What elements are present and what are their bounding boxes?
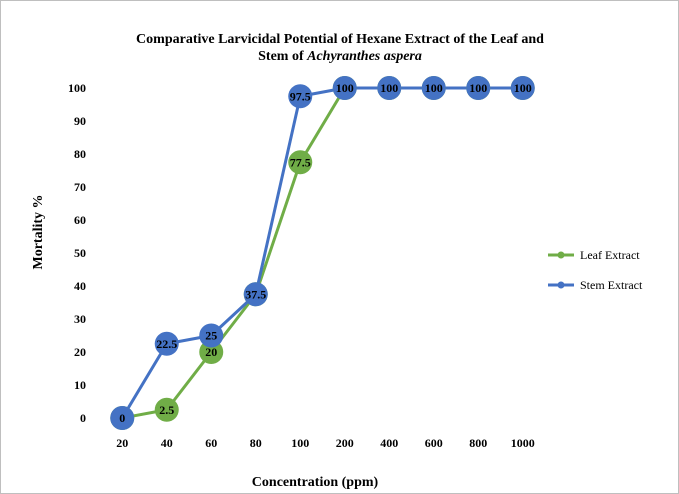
data-point-s1	[199, 323, 224, 348]
x-tick-label: 60	[205, 436, 217, 450]
data-point-s0	[199, 340, 224, 364]
data-point-s1	[332, 76, 357, 100]
x-tick-label: 600	[425, 436, 443, 450]
y-tick-label: 30	[74, 312, 86, 326]
series-line-0	[121, 86, 523, 420]
series-line-1	[120, 86, 523, 419]
x-axis-ticks: 20 40 60 80 100 200 400 600 800 1000	[116, 436, 535, 450]
data-label-s0: 2.5	[159, 403, 174, 417]
data-label-s1: 25	[205, 329, 217, 343]
data-label-s1: 100	[425, 81, 443, 95]
y-tick-label: 100	[68, 81, 86, 95]
data-point-s0	[288, 150, 313, 175]
chart-title-line2-prefix: Stem of	[258, 49, 307, 64]
x-tick-label: 80	[250, 436, 262, 450]
legend-label-0: Leaf Extract	[580, 248, 640, 262]
data-point-s1	[154, 331, 179, 356]
data-point-s1	[288, 84, 313, 109]
x-tick-label: 400	[380, 436, 398, 450]
series-lines	[120, 86, 523, 420]
y-tick-label: 40	[74, 279, 86, 293]
data-label-s0: 77.5	[290, 155, 311, 169]
data-label-s1: 100	[514, 81, 532, 95]
legend-marker-0	[557, 251, 565, 259]
data-label-s1: 100	[380, 81, 398, 95]
y-axis-label: Mortality %	[31, 194, 46, 269]
y-tick-label: 0	[80, 411, 86, 425]
y-tick-label: 50	[74, 246, 86, 260]
x-tick-label: 800	[469, 436, 487, 450]
data-point-s1	[110, 406, 135, 430]
legend-marker-1	[557, 281, 565, 289]
x-tick-label: 200	[336, 436, 354, 450]
series-points: 02.52037.577.5100100100100100022.52537.5…	[110, 76, 535, 430]
chart-title-line2: Stem of Achyranthes aspera	[258, 49, 422, 64]
data-label-s1: 100	[469, 81, 487, 95]
x-tick-label: 1000	[511, 436, 535, 450]
y-tick-label: 80	[74, 147, 86, 161]
data-label-s1: 0	[119, 411, 125, 425]
data-point-s1	[421, 76, 446, 100]
x-axis-label: Concentration (ppm)	[252, 475, 379, 490]
y-axis-ticks: 0 10 20 30 40 50 60 70 80 90 100	[68, 81, 86, 425]
x-tick-label: 100	[291, 436, 309, 450]
data-point-s1	[466, 76, 491, 100]
data-point-s1	[510, 76, 535, 100]
x-tick-label: 40	[161, 436, 173, 450]
data-label-s1: 37.5	[245, 287, 266, 301]
legend-label-1: Stem Extract	[580, 278, 643, 292]
y-tick-label: 20	[74, 345, 86, 359]
data-point-s1	[243, 282, 268, 307]
data-point-s1	[377, 76, 402, 100]
legend: Leaf Extract Stem Extract	[548, 248, 643, 292]
data-label-s1: 100	[336, 81, 354, 95]
data-point-s0	[154, 397, 179, 422]
chart-title-line1: Comparative Larvicidal Potential of Hexa…	[136, 32, 544, 47]
y-tick-label: 60	[74, 213, 86, 227]
chart-title-species: Achyranthes aspera	[306, 49, 422, 64]
data-label-s1: 22.5	[156, 337, 177, 351]
y-tick-label: 90	[74, 114, 86, 128]
x-tick-label: 20	[116, 436, 128, 450]
y-tick-label: 70	[74, 180, 86, 194]
data-label-s1: 97.5	[290, 89, 311, 103]
y-tick-label: 10	[74, 378, 86, 392]
data-label-s0: 20	[205, 345, 217, 359]
